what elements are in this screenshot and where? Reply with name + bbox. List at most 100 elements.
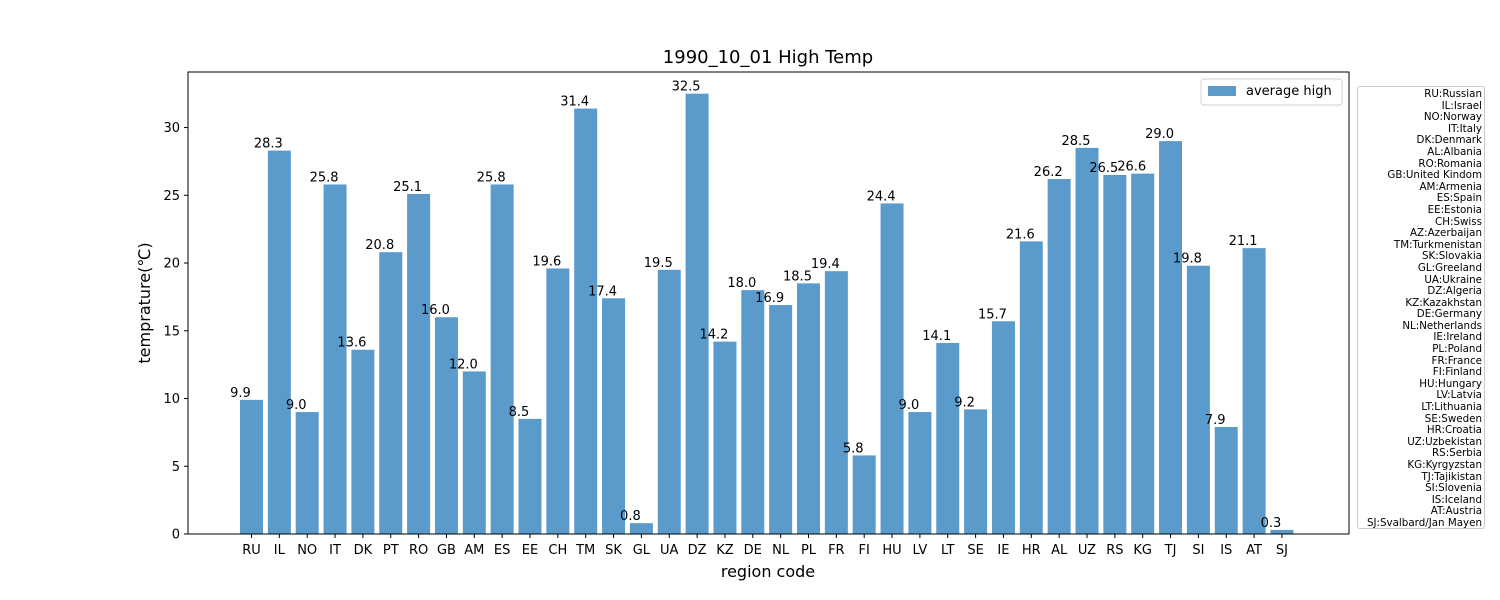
bar-value-label: 5.8 xyxy=(843,441,864,456)
region-key-item: FI:Finland xyxy=(1432,366,1482,379)
x-tick-label: DK xyxy=(354,543,373,558)
x-tick-label: IT xyxy=(329,543,341,558)
bar-no xyxy=(295,412,319,534)
bar-se xyxy=(964,409,988,534)
x-tick-label: TJ xyxy=(1164,543,1177,558)
region-key-item: LT:Lithuania xyxy=(1421,401,1482,414)
bar-sk xyxy=(602,298,626,534)
bar-es xyxy=(490,184,514,535)
region-key-item: GL:Greeland xyxy=(1417,261,1482,274)
bar-am xyxy=(462,371,486,534)
region-key-item: SJ:Svalbard/Jan Mayen xyxy=(1366,516,1482,529)
region-key-item: ES:Spain xyxy=(1436,192,1482,205)
legend-box xyxy=(1200,78,1343,106)
x-axis-ticks: RU IL NO IT DK PT RO GB AM ES EE CH TM SK GL UA DZ KZ DE NL… xyxy=(242,534,1288,558)
bar-rs xyxy=(1103,174,1127,534)
bar-it xyxy=(323,184,347,535)
region-key-item: DZ:Algeria xyxy=(1427,285,1482,298)
x-tick-label: RS xyxy=(1106,543,1123,558)
x-tick-label: IS xyxy=(1220,543,1232,558)
region-key-item: HU:Hungary xyxy=(1419,377,1482,390)
bar-value-label: 26.6 xyxy=(1117,160,1146,175)
x-tick-label: SI xyxy=(1192,543,1204,558)
bar-value-label: 18.0 xyxy=(727,276,756,291)
plot-frame xyxy=(187,71,1350,535)
bar-dk xyxy=(351,349,375,534)
x-tick-label: KG xyxy=(1133,543,1152,558)
x-tick-label: FR xyxy=(828,543,845,558)
region-key-item: LV:Latvia xyxy=(1436,389,1482,402)
bar-ie xyxy=(991,321,1015,534)
x-tick-label: NL xyxy=(772,543,790,558)
region-key-item: AL:Albania xyxy=(1427,145,1482,158)
bar-value-label: 7.9 xyxy=(1205,413,1226,428)
x-tick-label: RU xyxy=(242,543,261,558)
legend-label: average high xyxy=(1246,84,1332,99)
bar-value-label: 16.0 xyxy=(421,303,450,318)
x-tick-label: AT xyxy=(1246,543,1262,558)
bar-value-label: 32.5 xyxy=(672,80,701,95)
y-tick-label: 10 xyxy=(163,392,180,407)
bar-fr xyxy=(824,271,848,534)
bar-value-label: 28.3 xyxy=(254,137,283,152)
region-key-item: NO:Norway xyxy=(1423,111,1482,124)
x-tick-label: NO xyxy=(297,543,317,558)
bar-value-label: 25.1 xyxy=(393,180,422,195)
legend: average high xyxy=(1200,78,1343,106)
region-key-item: KG:Kyrgyzstan xyxy=(1407,459,1482,471)
x-tick-label: DE xyxy=(744,543,762,558)
bar-value-label: 26.5 xyxy=(1089,161,1118,176)
x-tick-label: SE xyxy=(967,543,983,558)
x-tick-label: UA xyxy=(660,543,679,558)
x-tick-label: ES xyxy=(494,543,510,558)
x-tick-label: RO xyxy=(409,543,428,558)
x-tick-label: CH xyxy=(548,543,567,558)
legend-swatch xyxy=(1208,86,1236,96)
bar-hu xyxy=(880,203,904,534)
bar-value-label: 13.6 xyxy=(337,336,366,351)
bars-group xyxy=(240,93,1294,535)
bar-value-label: 14.2 xyxy=(699,328,728,343)
region-key-item: EE:Estonia xyxy=(1427,203,1482,216)
region-key-item: UZ:Uzbekistan xyxy=(1407,435,1482,448)
region-key-item: CH:Swiss xyxy=(1435,215,1482,228)
region-key-item: RO:Romania xyxy=(1418,157,1482,170)
bar-value-label: 0.8 xyxy=(620,509,641,524)
bar-value-label: 21.6 xyxy=(1006,227,1035,242)
x-tick-label: GB xyxy=(437,543,456,558)
bar-pt xyxy=(379,252,403,534)
bar-value-label: 19.6 xyxy=(532,254,561,269)
y-tick-label: 15 xyxy=(163,324,180,339)
y-tick-label: 20 xyxy=(163,257,180,272)
region-key-item: RU:Russian xyxy=(1424,88,1482,100)
region-key-item: DK:Denmark xyxy=(1416,134,1482,147)
bar-value-label: 15.7 xyxy=(978,307,1007,322)
bar-value-label: 25.8 xyxy=(310,170,339,185)
bar-is xyxy=(1214,426,1238,534)
y-tick-label: 25 xyxy=(163,189,180,204)
x-tick-label: IE xyxy=(997,543,1009,558)
region-key-item: KZ:Kazakhstan xyxy=(1405,296,1482,309)
bar-pl xyxy=(797,283,820,534)
region-key-item: RS:Serbia xyxy=(1432,447,1482,460)
x-tick-label: EE xyxy=(522,543,538,558)
bar-uz xyxy=(1075,147,1099,534)
region-key-item: AT:Austria xyxy=(1430,505,1482,518)
region-key-item: GB:United Kindom xyxy=(1387,169,1482,182)
region-key-item: HR:Croatia xyxy=(1426,424,1482,437)
y-axis-title: temprature(℃) xyxy=(135,242,154,363)
bar-value-label: 31.4 xyxy=(560,95,589,110)
bar-value-label: 26.2 xyxy=(1034,165,1063,180)
x-tick-label: GL xyxy=(633,543,651,558)
bar-tm xyxy=(574,108,598,535)
region-key-item: PL:Poland xyxy=(1432,343,1482,356)
bar-ru xyxy=(240,399,263,534)
x-tick-label: UZ xyxy=(1078,543,1096,558)
bar-ee xyxy=(518,418,542,534)
region-key-item: DE:Germany xyxy=(1416,308,1482,321)
bar-ch xyxy=(546,268,570,534)
bar-nl xyxy=(769,305,793,534)
bar-il xyxy=(267,150,291,535)
x-tick-label: AM xyxy=(464,543,484,558)
bar-value-label: 19.4 xyxy=(811,257,840,272)
